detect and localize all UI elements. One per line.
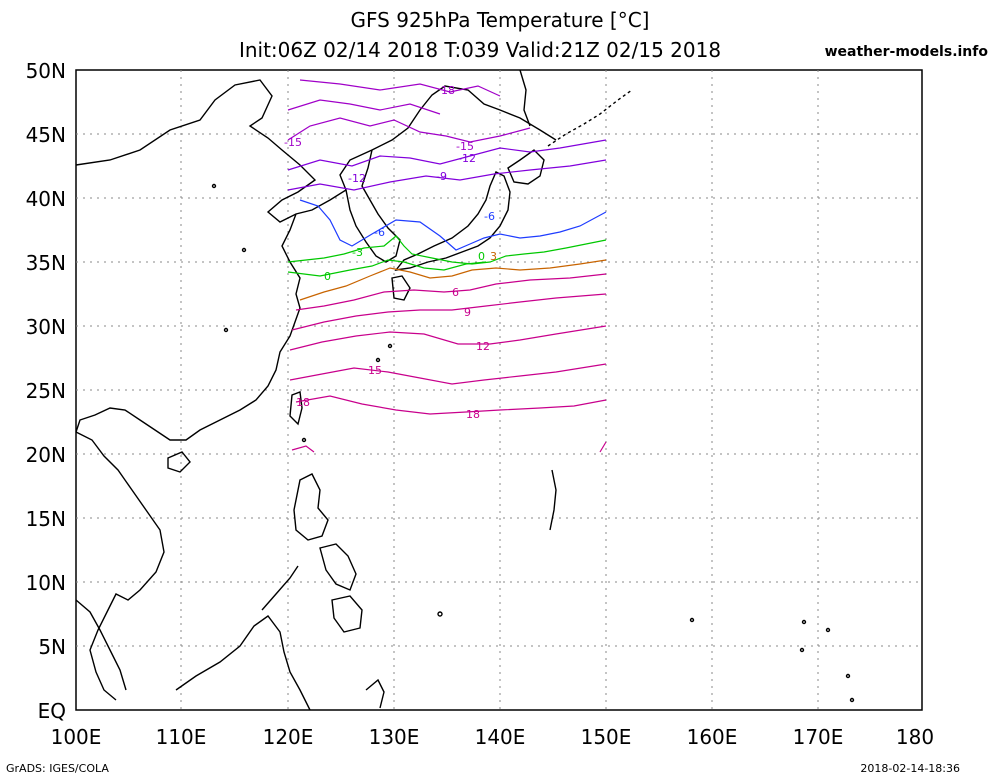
lat-label: 5N [38, 635, 66, 659]
lon-label: 140E [475, 725, 526, 749]
contour-label: 12 [476, 340, 490, 353]
contour-label: 18 [441, 84, 455, 97]
coastline-indochina [75, 431, 165, 701]
contour-minus15-a [287, 117, 531, 143]
lon-label: 100E [51, 725, 102, 749]
coastline-taiwan [289, 391, 303, 426]
map-subtitle: Init:06Z 02/14 2018 T:039 Valid:21Z 02/1… [238, 38, 722, 62]
lat-label: EQ [38, 699, 66, 723]
contour-zero [287, 259, 487, 277]
lat-label: 40N [26, 187, 66, 211]
contour-minus6 [299, 199, 607, 251]
map-title: GFS 925hPa Temperature [°C] [350, 8, 650, 32]
contour-9 [291, 293, 607, 331]
island-dot [845, 673, 851, 679]
contour-minus15-b [287, 99, 441, 115]
coastline-mindanao [331, 595, 363, 633]
contour-minus18 [299, 79, 501, 97]
latitude-labels: 50N 45N 40N 35N 30N 25N 20N 15N 10N 5N E… [26, 59, 66, 723]
island-dot [387, 343, 393, 349]
island-dot [241, 247, 247, 253]
contour-21 [291, 445, 315, 453]
coastline-marianas [549, 469, 557, 531]
contour-label: 18 [296, 396, 310, 409]
island-dot [689, 617, 695, 623]
lat-label: 10N [26, 571, 66, 595]
lat-label: 35N [26, 251, 66, 275]
site-name: weather-models.info [824, 44, 988, 60]
contour-label: -12 [348, 172, 366, 185]
contour-minus3 [287, 235, 607, 265]
contour-15 [289, 363, 607, 385]
lat-label: 30N [26, 315, 66, 339]
longitude-labels: 100E 110E 120E 130E 140E 150E 160E 170E … [51, 725, 935, 749]
coastline-visayas [319, 543, 357, 591]
coastline-kurils [547, 89, 633, 147]
contour-label: 6 [452, 286, 459, 299]
contour-label: -6 [484, 210, 495, 223]
temperature-contours [287, 79, 607, 453]
lon-label: 170E [793, 725, 844, 749]
lon-label: 180 [896, 725, 934, 749]
lon-label: 120E [263, 725, 314, 749]
coastline-sulawesi [365, 678, 385, 709]
island-dot [849, 697, 855, 703]
coastline-palawan [261, 565, 299, 611]
coastline-sakhalin [519, 69, 531, 127]
contour-label: -15 [284, 136, 302, 149]
contour-label: 18 [466, 408, 480, 421]
island-dot [799, 647, 805, 653]
lat-label: 25N [26, 379, 66, 403]
lat-label: 50N [26, 59, 66, 83]
coastline-hokkaido [507, 149, 545, 185]
contour-3 [299, 259, 607, 301]
contour-label: -12 [458, 152, 476, 165]
grid-lines [76, 70, 922, 710]
island-dot [375, 357, 381, 363]
contour-labels: 18 -15 -15 -12 -12 -9 -6 -6 -3 0 0 3 6 9… [284, 84, 497, 421]
contour-minus12 [287, 139, 607, 171]
island-dot [801, 619, 807, 625]
contour-label: 0 [478, 250, 485, 263]
lon-label: 160E [687, 725, 738, 749]
footer-credit: GrADS: IGES/COLA [6, 762, 109, 775]
lat-label: 20N [26, 443, 66, 467]
contour-label: -6 [374, 226, 385, 239]
island-dot [301, 437, 307, 443]
coastline-hainan [167, 451, 191, 473]
contour-label: 15 [368, 364, 382, 377]
coastline-malay [75, 599, 127, 691]
lon-label: 150E [581, 725, 632, 749]
footer-timestamp: 2018-02-14-18:36 [860, 762, 960, 775]
contour-label: 3 [490, 250, 497, 263]
lon-label: 130E [369, 725, 420, 749]
contour-label: 0 [324, 270, 331, 283]
coastline-mainland [75, 79, 557, 223]
lat-label: 15N [26, 507, 66, 531]
contour-label: -3 [352, 246, 363, 259]
contour-label: -15 [456, 140, 474, 153]
island-dot [211, 183, 217, 189]
contour-18 [295, 395, 607, 415]
coastline-kyushu [391, 275, 411, 301]
island-dot [437, 611, 443, 617]
lat-label: 45N [26, 123, 66, 147]
contour-12 [289, 325, 607, 351]
coastline-japan [394, 171, 511, 271]
lon-label: 110E [156, 725, 207, 749]
contour-label: 9 [464, 306, 471, 319]
contour-6 [295, 273, 607, 311]
island-dot [825, 627, 831, 633]
contour-label: -9 [436, 170, 447, 183]
contour-minus9 [287, 159, 607, 191]
coastline-luzon [293, 473, 329, 541]
contour-21-b [599, 441, 607, 453]
coastline-borneo [175, 615, 311, 711]
coastline-china-south [75, 213, 301, 441]
coastlines [75, 69, 855, 711]
island-dot [223, 327, 229, 333]
